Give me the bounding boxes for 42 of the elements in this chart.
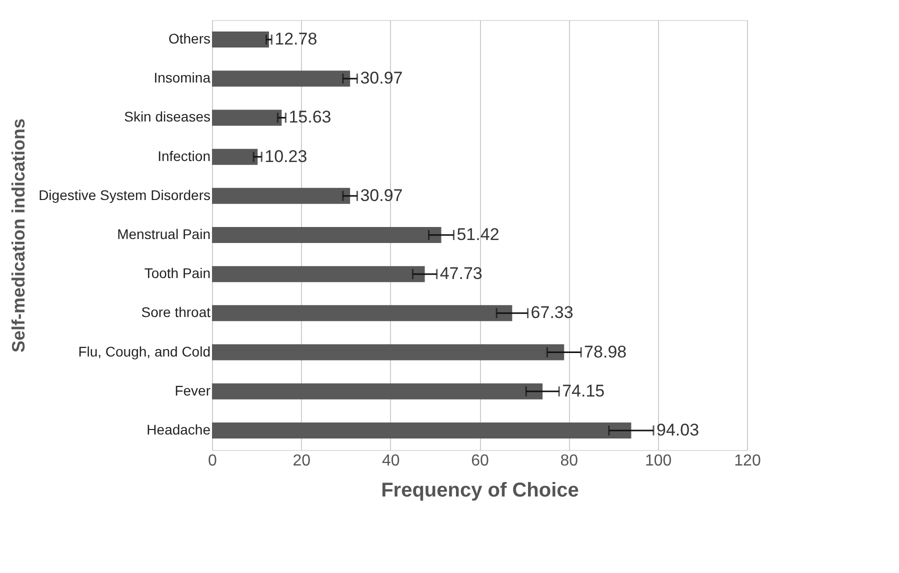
bar	[212, 383, 543, 400]
x-tick-label: 0	[208, 452, 218, 470]
data-label: 10.23	[264, 146, 308, 166]
y-axis-title: Self-medication indications	[8, 118, 29, 353]
bar	[212, 344, 564, 360]
bar	[212, 32, 269, 48]
x-tick-label: 80	[560, 452, 578, 470]
y-tick-label: Others	[168, 30, 210, 47]
x-tick-label: 40	[382, 452, 400, 470]
data-label: 78.98	[584, 342, 627, 362]
bar	[212, 110, 282, 126]
bar	[212, 188, 350, 204]
data-label: 30.97	[360, 186, 403, 205]
y-tick-label: Digestive System Disorders	[38, 186, 210, 203]
bar	[212, 422, 632, 438]
y-tick-label: Insomina	[154, 70, 211, 86]
y-tick-label: Skin diseases	[124, 108, 210, 125]
y-tick-label: Menstrual Pain	[117, 226, 210, 242]
bar	[212, 266, 425, 282]
x-tick-label: 100	[644, 452, 672, 470]
x-tick-label: 20	[292, 452, 311, 470]
y-tick-label: Tooth Pain	[144, 265, 210, 282]
y-tick-label: Headache	[146, 421, 211, 438]
data-label: 94.03	[656, 420, 700, 440]
data-label: 30.97	[360, 68, 403, 88]
x-axis-title: Frequency of Choice	[381, 480, 579, 502]
bar	[212, 70, 350, 87]
x-tick-label: 120	[734, 452, 761, 470]
y-tick-label: Infection	[158, 148, 210, 164]
y-tick-label: Sore throat	[141, 304, 211, 320]
bar	[212, 148, 258, 165]
data-label: 67.33	[530, 303, 574, 322]
bar	[212, 227, 442, 243]
data-label: 15.63	[288, 108, 332, 127]
y-tick-label: Flu, Cough, and Cold	[78, 343, 210, 360]
data-label: 47.73	[440, 264, 482, 284]
y-tick-label: Fever	[174, 382, 211, 398]
x-tick-label: 60	[471, 452, 489, 470]
data-label: 12.78	[274, 30, 318, 49]
bar	[212, 305, 512, 322]
data-label: 74.15	[562, 381, 605, 400]
data-label: 51.42	[456, 225, 500, 244]
